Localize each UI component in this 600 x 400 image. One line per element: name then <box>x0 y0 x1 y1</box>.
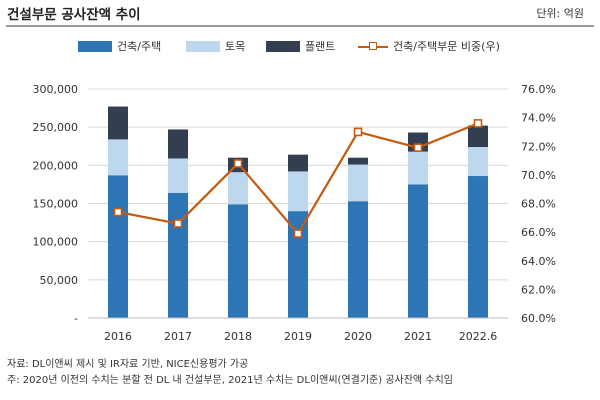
y-right-tick-label: 60.0% <box>521 312 556 325</box>
bar-segment <box>168 129 188 159</box>
bar-segment <box>408 151 428 185</box>
legend: 건축/주택 토목 플랜트 건축/주택부문 비중(우) <box>0 38 600 56</box>
share-point <box>293 229 303 238</box>
share-point <box>413 143 423 152</box>
share-point <box>473 119 483 128</box>
legend-item-housing: 건축/주택 <box>78 38 161 54</box>
y-left-tick-label: 200,000 <box>33 159 79 172</box>
legend-item-civil: 토목 <box>186 38 245 54</box>
legend-swatch-share <box>358 41 388 52</box>
bar-segment <box>468 176 488 318</box>
share-point <box>233 159 243 168</box>
y-left-tick-label: 250,000 <box>33 121 79 134</box>
bar-segment <box>468 147 488 177</box>
legend-label-civil: 토목 <box>225 40 246 53</box>
legend-item-plant: 플랜트 <box>266 38 335 54</box>
bar-segment <box>108 106 128 140</box>
y-right-tick-label: 62.0% <box>521 283 556 296</box>
x-tick-label: 2017 <box>164 330 192 343</box>
legend-item-share: 건축/주택부문 비중(우) <box>358 38 500 54</box>
x-tick-label: 2019 <box>284 330 312 343</box>
share-point <box>173 219 183 228</box>
bar-segment <box>228 172 248 205</box>
legend-swatch-plant <box>266 40 300 52</box>
legend-label-share: 건축/주택부문 비중(우) <box>393 40 500 53</box>
bar-segment <box>348 201 368 318</box>
x-tick-label: 2022.6 <box>459 330 498 343</box>
chart-title: 건설부문 공사잔액 추이 <box>7 7 141 23</box>
x-tick-label: 2020 <box>344 330 372 343</box>
bar-segment <box>348 157 368 165</box>
y-right-tick-label: 74.0% <box>521 112 556 125</box>
y-left-tick-label: 300,000 <box>33 83 79 96</box>
legend-swatch-civil <box>186 40 220 52</box>
y-right-tick-label: 70.0% <box>521 169 556 182</box>
bar-segment <box>468 125 488 148</box>
y-left-tick-label: 100,000 <box>33 236 79 249</box>
y-left-tick-label: 150,000 <box>33 198 79 211</box>
y-right-tick-label: 68.0% <box>521 198 556 211</box>
source-note: 자료: DL이앤씨 제시 및 IR자료 기반, NICE신용평가 가공 <box>7 359 249 370</box>
legend-label-housing: 건축/주택 <box>117 40 162 53</box>
bar-segment <box>288 171 308 212</box>
title-divider <box>6 25 594 27</box>
share-point <box>113 207 123 217</box>
bar-segment <box>288 154 308 172</box>
legend-label-plant: 플랜트 <box>305 40 336 53</box>
bar-segment <box>288 211 308 318</box>
y-left-tick-label: 50,000 <box>40 274 79 287</box>
y-right-tick-label: 64.0% <box>521 255 556 268</box>
footnote: 주: 2020년 이전의 수치는 분할 전 DL 내 건설부문, 2021년 수… <box>7 375 453 386</box>
x-tick-label: 2016 <box>104 330 132 343</box>
bar-segment <box>168 158 188 193</box>
y-left-tick-label: - <box>74 312 78 325</box>
share-point <box>353 127 363 137</box>
unit-label: 단위: 억원 <box>536 7 584 20</box>
footnotes: 자료: DL이앤씨 제시 및 IR자료 기반, NICE신용평가 가공 주: 2… <box>7 357 453 389</box>
bar-segment <box>168 192 188 318</box>
x-tick-label: 2018 <box>224 330 252 343</box>
bar-segment <box>348 164 368 202</box>
y-right-tick-label: 66.0% <box>521 226 556 239</box>
x-tick-label: 2021 <box>404 330 432 343</box>
bar-segment <box>228 204 248 318</box>
y-right-tick-label: 76.0% <box>521 83 556 96</box>
bar-segment <box>408 184 428 318</box>
y-right-tick-label: 72.0% <box>521 140 556 153</box>
bar-segment <box>108 139 128 176</box>
legend-swatch-housing <box>78 40 112 52</box>
bar-segment <box>108 175 128 318</box>
